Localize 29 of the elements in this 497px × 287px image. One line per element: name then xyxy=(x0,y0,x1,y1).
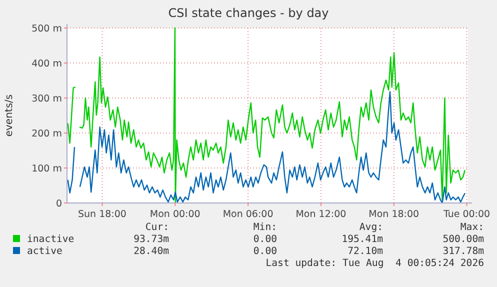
text: 0.00 xyxy=(253,246,278,257)
y-tick-label: 100 m xyxy=(32,164,62,174)
chart-title: CSI state changes - by day xyxy=(168,6,329,20)
y-tick-label: 300 m xyxy=(32,94,62,104)
y-tick-label: 500 m xyxy=(32,24,62,34)
x-tick-label: Sun 18:00 xyxy=(78,209,126,220)
x-tick-label: Mon 06:00 xyxy=(222,209,274,220)
text: Cur: xyxy=(145,222,169,233)
x-tick-label: Mon 00:00 xyxy=(150,209,200,220)
legend-label: active xyxy=(27,246,62,257)
text: 72.10m xyxy=(348,246,384,257)
x-tick-label: Mon 18:00 xyxy=(368,209,420,220)
text: Max: xyxy=(460,222,484,233)
legend-label: inactive xyxy=(27,234,74,245)
text: 93.73m xyxy=(134,234,170,245)
text: 0.00 xyxy=(253,234,278,245)
y-tick-label: 200 m xyxy=(32,128,62,140)
text: 28.40m xyxy=(134,246,170,257)
y-axis-title: events/s xyxy=(4,94,15,137)
x-tick-label: Tue 00:00 xyxy=(442,209,490,220)
x-tick-label: Mon 12:00 xyxy=(296,209,346,220)
text: 500.00m xyxy=(442,234,484,245)
text: 195.41m xyxy=(342,234,384,245)
text: Avg: xyxy=(359,222,383,233)
y-tick-label: 0 xyxy=(56,198,62,210)
text: Last update: Tue Aug 4 00:05:24 2026 xyxy=(266,258,484,269)
text: 317.78m xyxy=(442,246,484,257)
text: Min: xyxy=(253,222,277,233)
y-tick-label: 400 m xyxy=(32,58,62,70)
